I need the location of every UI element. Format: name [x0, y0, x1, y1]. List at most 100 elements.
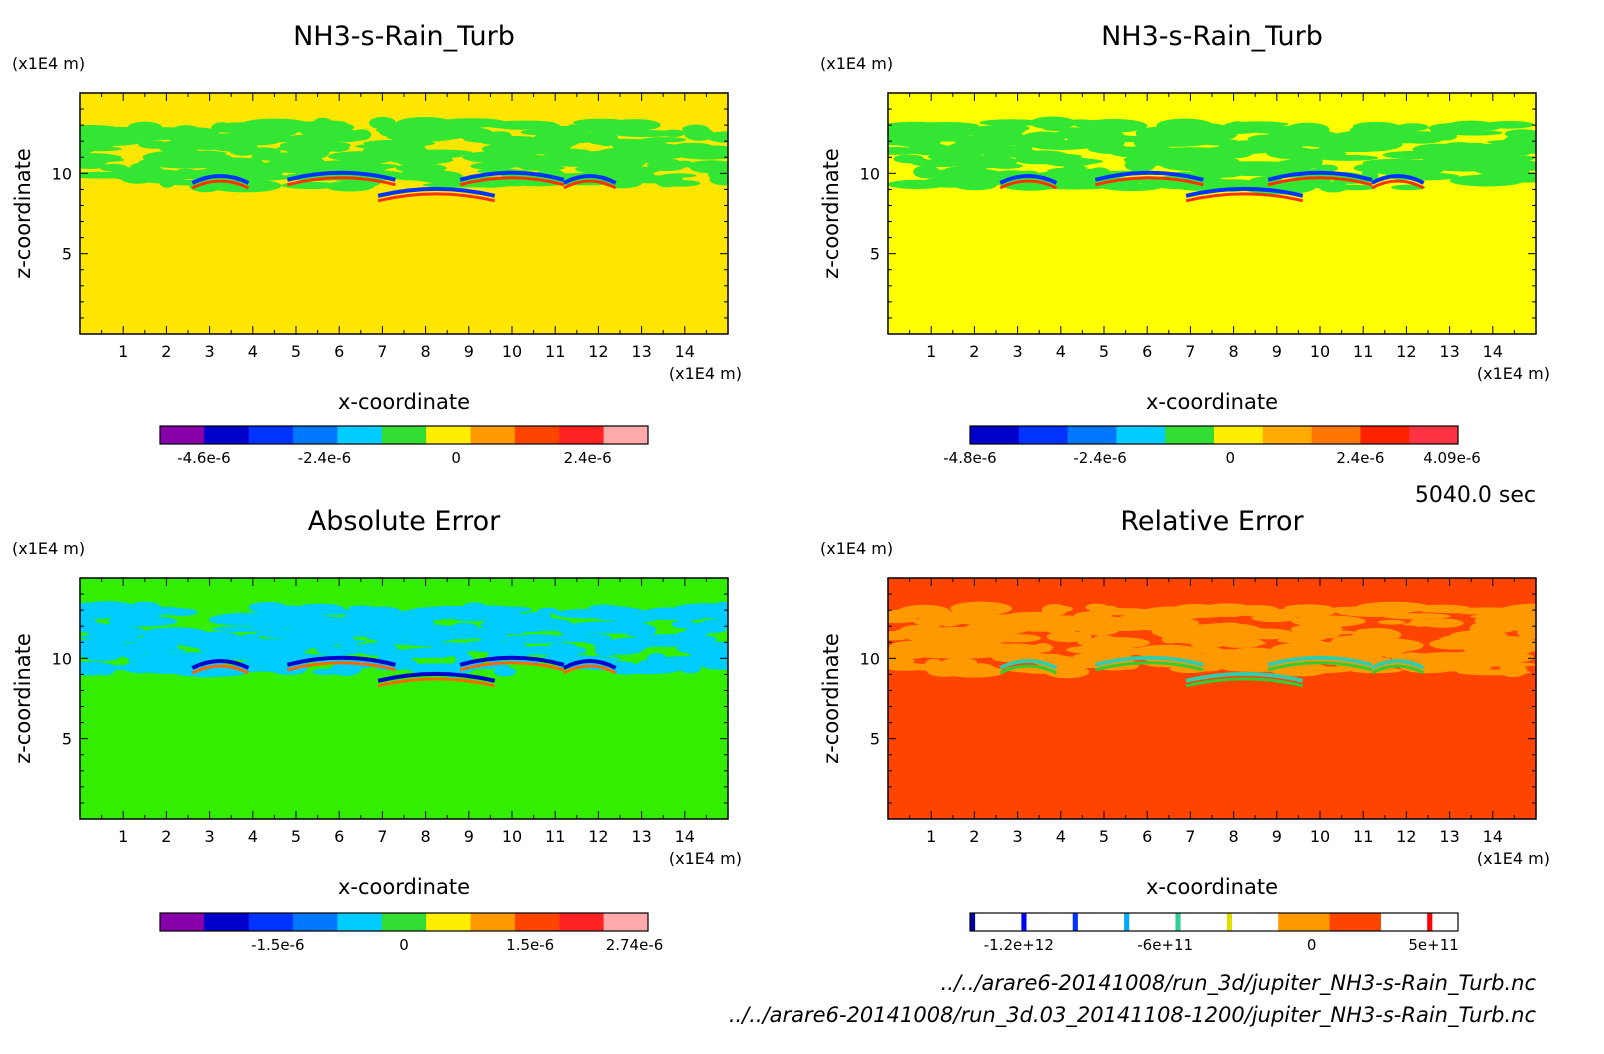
colorbar-segment: [470, 426, 516, 444]
wave-streak: [459, 661, 565, 672]
turbulence-patch: [1251, 614, 1297, 623]
turbulence-patch: [1403, 622, 1460, 627]
colorbar-label: 0: [1307, 936, 1317, 954]
colorbar: -1.5e-6 0 1.5e-6 2.74e-6: [159, 912, 663, 954]
turbulence-patch: [610, 130, 680, 137]
wave-streak: [1185, 186, 1304, 198]
colorbar-segment: [1129, 913, 1176, 931]
y-unit-label: (x1E4 m): [820, 539, 893, 558]
chart-title: Relative Error: [1120, 506, 1304, 537]
turbulence-patch: [953, 179, 998, 191]
x-tick-label: 12: [588, 827, 608, 846]
colorbar-segment: [1072, 913, 1079, 931]
y-tick-label: 5: [870, 245, 880, 264]
x-tick-label: 2: [161, 342, 171, 361]
wave-streak: [191, 179, 250, 190]
y-axis-label: z-coordinate: [819, 148, 843, 279]
colorbar-label: 5e+11: [1408, 936, 1458, 954]
turbulence-patch: [212, 612, 274, 626]
turbulence-patch: [610, 175, 642, 183]
colorbar-segment: [1380, 913, 1428, 931]
turbulence-patch: [1518, 603, 1536, 612]
panel-4: Relative Error(x1E4 m)1 2 3 4 5 6 7 8 9 10 11 12 13 1…: [819, 506, 1550, 954]
turbulence-patch: [1429, 638, 1481, 650]
turbulence-patch: [123, 126, 161, 135]
turbulence-patch: [1042, 623, 1073, 634]
turbulence-patch: [1352, 121, 1400, 132]
y-unit-label: (x1E4 m): [12, 54, 85, 73]
turbulence-patch: [1066, 645, 1136, 655]
wave-streak: [191, 173, 250, 185]
colorbar-segment: [1214, 426, 1264, 444]
wave-streak: [563, 664, 617, 675]
turbulence-patch: [1083, 618, 1146, 624]
wave-streak: [1185, 192, 1304, 203]
x-tick-label: 3: [205, 827, 215, 846]
x-axis-label: x-coordinate: [1146, 875, 1278, 899]
x-tick-label: 7: [377, 342, 387, 361]
colorbar-label: 4.09e-6: [1423, 449, 1481, 467]
turbulence-patch: [709, 173, 728, 186]
x-tick-label: 8: [421, 342, 431, 361]
turbulence-patch: [1504, 129, 1536, 139]
turbulence-patch: [89, 154, 122, 162]
turbulence-patch: [1497, 145, 1522, 158]
colorbar-label: -1.2e+12: [984, 936, 1054, 954]
chart-title: NH3-s-Rain_Turb: [1101, 21, 1323, 52]
turbulence-patch: [1287, 647, 1318, 653]
wave-streak: [563, 179, 617, 190]
turbulence-patch: [1193, 178, 1238, 190]
turbulence-patch: [1486, 139, 1536, 145]
turbulence-patch: [211, 122, 233, 133]
wave-streak: [459, 170, 565, 182]
wave-streak: [1267, 176, 1373, 187]
turbulence-patch: [80, 159, 108, 166]
wave-streak: [377, 671, 496, 683]
x-tick-label: 2: [969, 342, 979, 361]
y-tick-label: 10: [860, 164, 880, 183]
turbulence-patch: [1285, 632, 1328, 642]
x-tick-label: 7: [1185, 827, 1195, 846]
turbulence-patch: [1266, 147, 1319, 160]
wave-streak: [1370, 173, 1425, 185]
colorbar-segment: [1278, 913, 1330, 931]
wave-streak: [1371, 179, 1425, 190]
turbulence-patch: [935, 612, 963, 627]
wave-streak: [377, 192, 496, 203]
turbulence-patch: [221, 137, 279, 146]
colorbar-frame: [159, 912, 649, 932]
x-axis-label: x-coordinate: [338, 390, 470, 414]
colorbar-segment: [1067, 426, 1117, 444]
x-tick-label: 7: [377, 827, 387, 846]
colorbar-segment: [1124, 913, 1130, 931]
colorbar-segment: [160, 913, 205, 931]
turbulence-patch: [242, 147, 281, 156]
turbulence-patch: [956, 608, 976, 615]
wave-streak: [459, 655, 565, 667]
turbulence-patch: [524, 139, 573, 152]
turbulence-patch: [362, 144, 411, 157]
turbulence-patch: [709, 607, 728, 621]
colorbar-segment: [514, 426, 560, 444]
colorbar-segment: [970, 426, 1020, 444]
heatmap-field: [80, 93, 728, 334]
turbulence-patch: [905, 136, 940, 150]
turbulence-patch: [1103, 180, 1142, 190]
wave-streak: [377, 186, 496, 198]
y-unit-label: (x1E4 m): [12, 539, 85, 558]
wave-streak: [286, 661, 396, 672]
colorbar-label: 0: [451, 449, 461, 467]
x-tick-label: 13: [1439, 342, 1459, 361]
x-tick-label: 12: [588, 342, 608, 361]
colorbar-segment: [470, 913, 516, 931]
colorbar-segment: [603, 913, 649, 931]
y-tick-label: 5: [62, 730, 72, 749]
turbulence-patch: [1088, 146, 1153, 154]
colorbar-segment: [1026, 913, 1074, 931]
x-tick-label: 2: [969, 827, 979, 846]
colorbar-segment: [160, 426, 205, 444]
turbulence-patch: [195, 645, 267, 650]
turbulence-patch: [1433, 656, 1486, 664]
x-tick-label: 10: [502, 342, 522, 361]
wave-streak: [1185, 671, 1304, 683]
